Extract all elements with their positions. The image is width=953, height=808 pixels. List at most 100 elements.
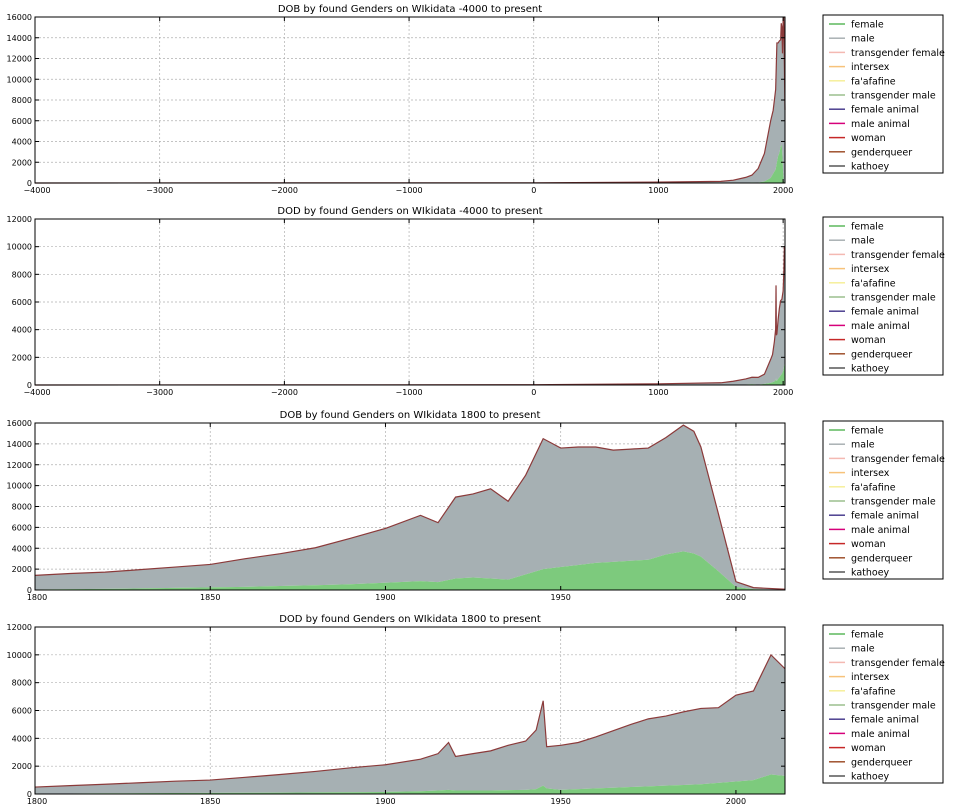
chart-title: DOB by found Genders on WIkidata 1800 to… [280,410,541,421]
series-total-line [34,16,786,184]
y-tick-label: 2000 [12,565,32,574]
legend-label: kathoey [851,568,890,579]
x-tick-label: 1000 [648,186,668,195]
y-tick-label: 8000 [12,270,32,279]
y-tick-label: 6000 [12,707,32,716]
x-tick-label: −2000 [271,186,298,195]
y-tick-label: 14000 [7,34,32,43]
legend-label: female [851,20,884,31]
legend: female male transgender female intersex fa'a… [822,216,945,376]
y-tick-label: 12000 [7,461,32,470]
y-tick-label: 0 [27,381,32,390]
y-tick-label: 4000 [12,544,32,553]
legend-label: female [851,630,884,641]
y-tick-label: 4000 [12,734,32,743]
legend-label: male [851,644,875,655]
legend-label: genderqueer [851,553,912,564]
legend-label: fa'afafine [851,278,896,289]
chart-panel-3: DOB by found Genders on WIkidata 1800 to… [7,410,945,602]
x-tick-label: 1950 [551,593,571,602]
y-tick-label: 10000 [7,243,32,252]
series-total-line [34,424,786,590]
legend-label: woman [851,743,886,754]
y-tick-label: 6000 [12,117,32,126]
chart-title: DOD by found Genders on WIkidata 1800 to… [279,614,541,625]
y-tick-label: 8000 [12,503,32,512]
legend-label: male animal [851,729,910,740]
series-area-female [35,364,785,385]
legend-label: male [851,236,875,247]
y-tick-label: 14000 [7,440,32,449]
legend-label: female [851,222,884,233]
x-tick-label: −1000 [396,388,423,397]
legend-label: transgender female [851,250,945,261]
legend-label: genderqueer [851,757,912,768]
legend-box [822,420,944,580]
y-tick-label: 6000 [12,523,32,532]
series-area-male [35,246,785,385]
legend-box [822,216,944,376]
legend-label: female animal [851,715,919,726]
y-tick-label: 4000 [12,326,32,335]
y-tick-label: 12000 [7,623,32,632]
legend-label: woman [851,335,886,346]
x-tick-label: 2000 [773,186,793,195]
legend-label: transgender female [851,454,945,465]
legend-label: male animal [851,119,910,130]
series-area-female [35,551,785,590]
legend-label: transgender female [851,658,945,669]
x-tick-label: −2000 [271,388,298,397]
series-area-male [35,654,785,794]
legend-label: transgender male [851,91,936,102]
chart-panel-2: DOD by found Genders on WIkidata -4000 t… [7,206,945,397]
y-tick-label: 2000 [12,158,32,167]
x-tick-label: 1900 [375,593,395,602]
legend-label: kathoey [851,772,890,783]
legend-box [822,624,944,784]
legend-label: fa'afafine [851,482,896,493]
x-tick-label: 1850 [200,593,220,602]
y-tick-label: 12000 [7,215,32,224]
legend: female male transgender female intersex fa'a… [822,14,945,174]
legend-label: woman [851,539,886,550]
series-area-female [35,144,785,183]
y-tick-label: 4000 [12,138,32,147]
x-tick-label: −3000 [146,388,173,397]
x-tick-label: −4000 [23,186,50,195]
x-tick-label: 2000 [726,593,746,602]
x-tick-label: 1800 [27,797,47,806]
x-tick-label: 0 [531,186,536,195]
x-tick-label: 1800 [27,593,47,602]
x-tick-label: −1000 [396,186,423,195]
x-tick-label: 1900 [375,797,395,806]
x-tick-label: 1000 [648,388,668,397]
legend-label: female [851,426,884,437]
chart-title: DOD by found Genders on WIkidata -4000 t… [277,206,542,217]
y-tick-label: 10000 [7,482,32,491]
legend-box [822,14,944,174]
x-tick-label: 2000 [726,797,746,806]
series-total-line [34,246,785,386]
legend-label: kathoey [851,162,890,173]
y-tick-label: 8000 [12,679,32,688]
legend-label: male [851,34,875,45]
y-tick-label: 2000 [12,353,32,362]
legend: female male transgender female intersex fa'a… [822,624,945,784]
y-tick-label: 12000 [7,55,32,64]
legend-label: female animal [851,511,919,522]
chart-panel-4: DOD by found Genders on WIkidata 1800 to… [7,614,945,806]
x-tick-label: −3000 [146,186,173,195]
legend-label: transgender male [851,293,936,304]
series-total-line [34,653,786,788]
x-tick-label: 1950 [551,797,571,806]
y-tick-label: 0 [27,586,32,595]
series-area-male [35,425,785,590]
legend-label: intersex [851,264,890,275]
legend-label: male animal [851,525,910,536]
legend-label: intersex [851,672,890,683]
legend-label: intersex [851,468,890,479]
legend-label: male [851,440,875,451]
legend-label: female animal [851,105,919,116]
y-tick-label: 10000 [7,75,32,84]
chart-panel-1: DOB by found Genders on WIkidata -4000 t… [7,4,945,195]
